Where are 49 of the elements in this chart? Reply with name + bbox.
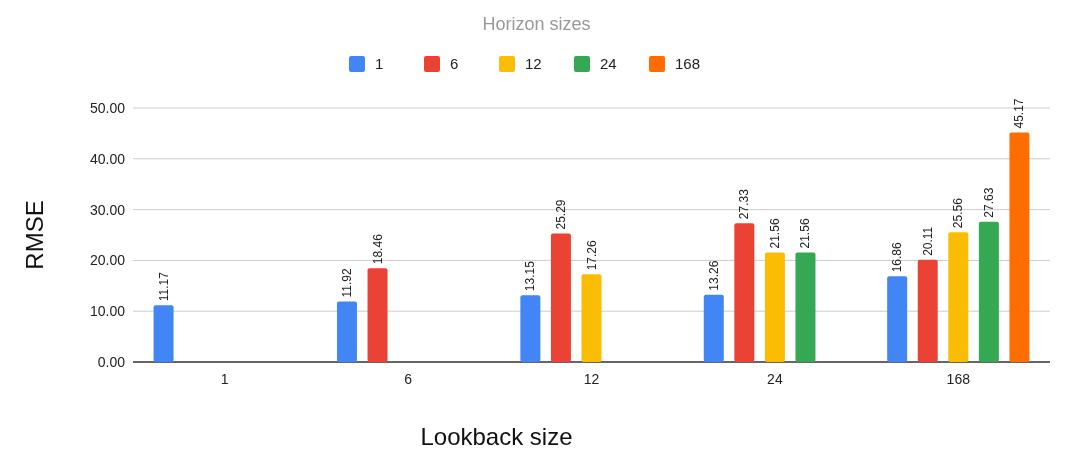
x-axis-title: Lookback size xyxy=(420,423,573,450)
bar xyxy=(703,294,724,362)
x-tick-label: 12 xyxy=(583,371,600,387)
bar xyxy=(764,252,785,362)
y-tick-label: 0.00 xyxy=(97,354,126,370)
bar xyxy=(948,232,969,362)
data-label: 16.86 xyxy=(890,242,905,273)
x-tick-label: 6 xyxy=(404,371,413,387)
data-label: 27.63 xyxy=(981,187,996,218)
bar xyxy=(734,223,755,362)
bar xyxy=(581,274,602,362)
data-label: 13.15 xyxy=(523,260,538,292)
data-label: 11.17 xyxy=(156,271,171,302)
data-label: 21.56 xyxy=(798,218,813,249)
y-axis-title: RMSE xyxy=(21,200,48,270)
x-tick-label: 24 xyxy=(767,371,783,387)
bar xyxy=(795,252,816,362)
legend-label: 24 xyxy=(600,55,617,72)
bar xyxy=(153,305,174,362)
legend-label: 168 xyxy=(675,55,701,72)
data-label: 27.33 xyxy=(737,188,752,220)
data-label: 17.26 xyxy=(584,239,599,271)
bar xyxy=(520,295,541,362)
data-label: 25.56 xyxy=(951,197,966,229)
bar xyxy=(550,233,571,362)
bar xyxy=(917,259,938,362)
data-label: 13.26 xyxy=(706,260,721,291)
data-label: 18.46 xyxy=(370,233,385,265)
chart-title: Horizon sizes xyxy=(482,14,591,34)
y-tick-label: 20.00 xyxy=(89,252,126,269)
legend-label: 1 xyxy=(375,55,384,72)
data-label: 21.56 xyxy=(767,218,782,249)
bar xyxy=(1009,132,1030,362)
y-tick-label: 50.00 xyxy=(89,100,126,116)
y-tick-label: 30.00 xyxy=(89,201,126,218)
bar xyxy=(978,221,999,362)
data-label: 11.92 xyxy=(339,267,354,298)
y-tick-label: 10.00 xyxy=(89,303,126,320)
x-tick-label: 168 xyxy=(946,371,971,387)
bar xyxy=(887,276,908,362)
data-label: 20.11 xyxy=(920,226,935,256)
legend-label: 6 xyxy=(450,55,459,72)
bar xyxy=(336,301,357,362)
data-label: 45.17 xyxy=(1012,98,1027,129)
x-tick-label: 1 xyxy=(220,371,229,387)
legend-label: 12 xyxy=(525,55,542,72)
bar xyxy=(367,268,388,362)
data-label: 25.29 xyxy=(553,199,568,230)
y-tick-label: 40.00 xyxy=(89,150,126,167)
